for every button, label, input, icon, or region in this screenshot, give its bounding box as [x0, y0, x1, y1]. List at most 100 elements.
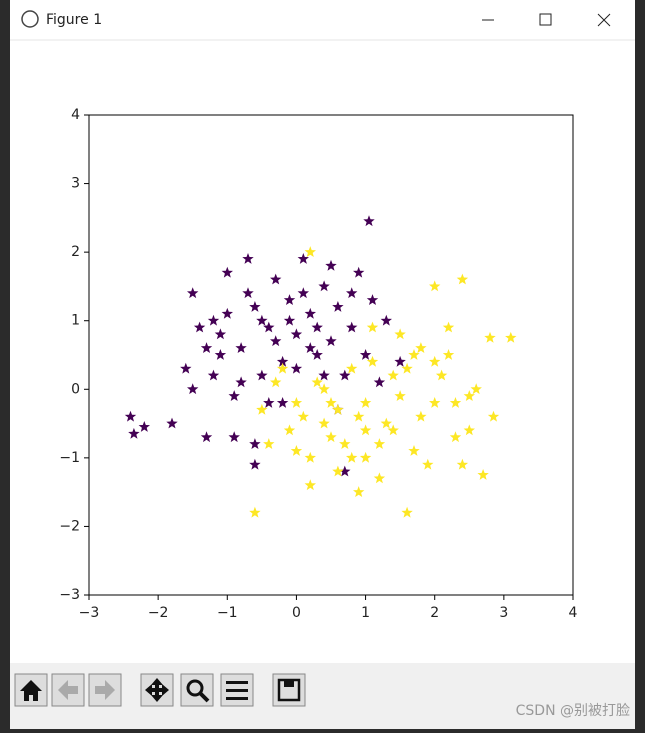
point — [332, 403, 344, 415]
x-tick-label: 0 — [292, 605, 301, 621]
point — [394, 328, 406, 340]
point — [373, 472, 386, 484]
point — [449, 397, 462, 408]
point — [346, 321, 358, 333]
point — [415, 342, 427, 353]
point — [228, 390, 240, 401]
point — [339, 369, 351, 381]
point — [166, 417, 178, 429]
x-tick-label: 4 — [569, 605, 578, 621]
point — [429, 397, 441, 408]
point — [346, 362, 358, 374]
point — [221, 266, 233, 278]
y-tick-label: −2 — [59, 518, 80, 534]
slider-1 — [226, 681, 248, 684]
point — [380, 417, 392, 429]
zoom-button[interactable] — [180, 673, 214, 707]
y-tick-label: 3 — [71, 176, 80, 192]
point — [256, 369, 268, 381]
point — [276, 355, 289, 367]
point — [283, 294, 296, 305]
point — [124, 410, 137, 422]
x-tick-label: 2 — [430, 605, 439, 621]
point — [318, 369, 330, 381]
point — [297, 253, 309, 264]
point — [415, 410, 427, 422]
point — [242, 253, 254, 264]
point — [311, 376, 323, 388]
close-button[interactable] — [597, 13, 611, 27]
point — [180, 362, 192, 374]
point — [332, 301, 344, 312]
point — [353, 486, 365, 497]
axes-frame — [88, 114, 574, 596]
point — [297, 287, 309, 299]
point — [487, 410, 500, 422]
point — [325, 335, 337, 347]
point — [242, 287, 254, 299]
point — [249, 506, 261, 518]
point — [332, 465, 344, 477]
point — [339, 465, 351, 477]
y-tick-label: 1 — [71, 313, 80, 329]
point — [207, 369, 220, 381]
x-tick-label: −2 — [148, 605, 169, 621]
point — [353, 266, 365, 278]
point — [187, 287, 199, 299]
point — [401, 506, 413, 518]
point — [207, 314, 220, 326]
point — [283, 314, 296, 326]
point — [263, 321, 275, 333]
point — [276, 397, 289, 408]
point — [325, 397, 337, 408]
point — [138, 421, 150, 432]
point — [290, 397, 303, 408]
slider-3 — [226, 697, 248, 700]
point — [304, 451, 316, 463]
point — [325, 259, 337, 271]
point — [249, 301, 261, 312]
y-tick-label: −1 — [59, 450, 80, 466]
point — [235, 342, 247, 353]
point — [304, 342, 316, 353]
point — [429, 355, 441, 367]
point — [359, 349, 372, 360]
point — [221, 307, 233, 319]
point — [339, 438, 351, 449]
point — [435, 369, 448, 381]
point — [249, 458, 261, 470]
point — [346, 451, 358, 463]
point — [394, 355, 406, 367]
point — [442, 321, 455, 333]
point — [463, 390, 475, 401]
point — [187, 383, 199, 395]
point — [366, 355, 379, 367]
x-tick-label: 1 — [361, 605, 370, 621]
point — [200, 431, 213, 443]
point — [380, 314, 392, 326]
point — [470, 383, 482, 395]
point — [318, 417, 330, 429]
app-icon — [21, 10, 39, 28]
point — [270, 376, 282, 388]
point — [366, 321, 379, 333]
point — [449, 431, 462, 443]
zoom-handle — [198, 691, 210, 703]
point — [263, 397, 275, 408]
point — [193, 321, 206, 333]
watermark: CSDN @别被打脸 — [516, 702, 630, 719]
point — [373, 438, 386, 449]
save-icon-label — [284, 680, 294, 687]
point — [346, 287, 358, 299]
point — [256, 403, 268, 415]
home-icon — [20, 680, 42, 701]
point — [387, 424, 399, 436]
point — [422, 458, 434, 470]
y-tick-label: 2 — [71, 244, 80, 260]
maximize-button[interactable] — [539, 13, 552, 26]
point — [283, 424, 296, 436]
point — [318, 280, 330, 292]
point — [359, 451, 372, 463]
point — [304, 479, 316, 491]
